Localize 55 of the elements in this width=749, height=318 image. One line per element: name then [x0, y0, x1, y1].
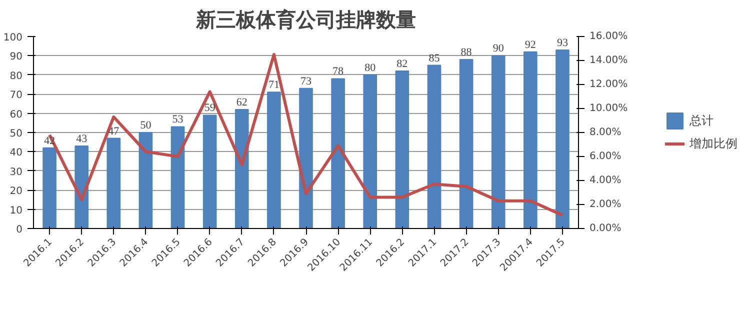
bar: [395, 70, 410, 228]
data-label: 50: [140, 120, 152, 132]
bar: [299, 88, 313, 228]
data-label: 43: [76, 132, 88, 145]
data-label: 78: [332, 66, 344, 78]
y-tick-label: 50: [10, 128, 23, 140]
bar: [106, 138, 121, 228]
legend-label: 总计: [690, 112, 714, 129]
bar: [138, 132, 153, 228]
data-label: 82: [396, 58, 408, 70]
bar: [170, 126, 185, 228]
bar: [234, 108, 249, 228]
bar: [74, 145, 88, 228]
y2-tick-label: 2.00%: [590, 199, 622, 210]
chart-title: 新三板体育公司挂牌数量: [195, 8, 416, 32]
y2-tick-label: 6.00%: [590, 151, 622, 162]
y2-tick-label: 16.00%: [590, 31, 628, 42]
data-label: 73: [300, 75, 312, 88]
y2-tick-label: 12.00%: [590, 79, 628, 90]
y-tick-label: 10: [10, 205, 23, 216]
bar: [524, 51, 538, 228]
y-tick-label: 100: [3, 32, 23, 44]
y2-tick-label: 14.00%: [590, 55, 628, 66]
bar: [331, 78, 345, 228]
y2-tick-label: 0.00%: [590, 223, 622, 234]
data-label: 80: [364, 62, 376, 74]
data-label: 85: [428, 52, 440, 64]
data-label: 62: [236, 96, 248, 108]
y-tick-label: 30: [10, 166, 23, 178]
bar: [556, 49, 570, 228]
y2-tick-label: 10.00%: [590, 103, 628, 114]
bar: [491, 55, 506, 228]
y2-tick-label: 4.00%: [590, 175, 622, 186]
bar: [459, 59, 474, 228]
data-label: 90: [492, 42, 504, 55]
y-tick-label: 90: [10, 52, 23, 63]
data-label: 93: [556, 36, 568, 49]
bar: [202, 114, 217, 228]
data-label: 88: [460, 46, 472, 59]
bar: [363, 74, 378, 228]
bar: [42, 147, 56, 228]
data-label: 71: [268, 79, 280, 92]
y2-tick-label: 8.00%: [590, 127, 622, 138]
legend-label: 增加比例: [690, 135, 738, 152]
y-tick-label: 80: [10, 70, 23, 82]
bar: [427, 64, 442, 228]
data-label: 53: [172, 114, 184, 126]
y-tick-label: 20: [10, 186, 23, 198]
y-tick-label: 40: [10, 148, 23, 159]
y-tick-label: 70: [10, 90, 23, 102]
y-tick-label: 60: [10, 109, 23, 120]
y-tick-label: 0: [16, 224, 23, 236]
data-label: 59: [204, 102, 216, 114]
data-label: 92: [524, 38, 536, 51]
bar: [267, 92, 281, 228]
